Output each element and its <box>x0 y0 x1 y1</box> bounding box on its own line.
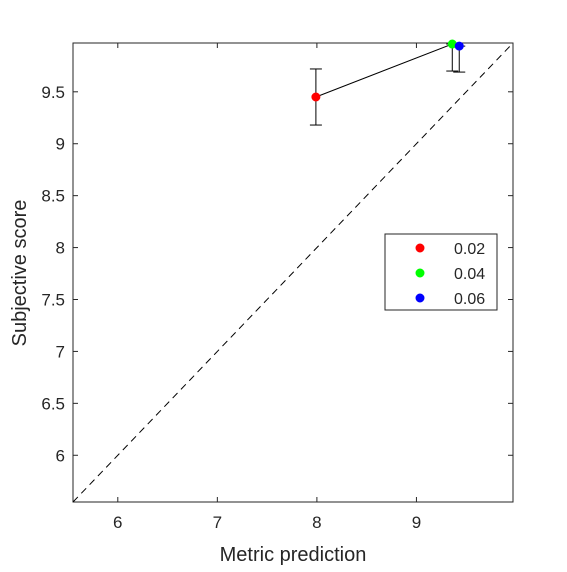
legend-marker <box>415 268 425 278</box>
y-tick-label: 6 <box>56 446 65 465</box>
legend-label: 0.06 <box>454 291 485 308</box>
x-axis-label: Metric prediction <box>220 544 367 566</box>
x-tick-label: 9 <box>412 513 421 532</box>
x-tick-label: 6 <box>113 513 122 532</box>
legend-label: 0.02 <box>454 241 485 258</box>
data-point <box>454 41 464 51</box>
x-tick-label: 7 <box>213 513 222 532</box>
y-tick-label: 9.5 <box>41 83 65 102</box>
y-tick-label: 6.5 <box>41 394 65 413</box>
y-tick-label: 7 <box>56 342 65 361</box>
plot-layer: 6 7 8 9 6 6.5 7 7.5 8 8.5 9 9.5 0.02 0.04 0.06 <box>41 39 514 532</box>
legend-marker <box>415 293 425 303</box>
legend-box <box>384 233 498 311</box>
legend-label: 0.04 <box>454 266 485 283</box>
x-tick-label: 8 <box>312 513 321 532</box>
identity-line <box>72 42 514 503</box>
legend-marker <box>415 243 425 253</box>
legend: 0.02 0.04 0.06 <box>384 233 498 311</box>
data-point <box>311 92 321 102</box>
y-tick-label: 8.5 <box>41 187 65 206</box>
y-tick-label: 9 <box>56 135 65 154</box>
y-axis-label: Subjective score <box>9 200 31 347</box>
y-tick-label: 7.5 <box>41 291 65 310</box>
y-tick-label: 8 <box>56 239 65 258</box>
